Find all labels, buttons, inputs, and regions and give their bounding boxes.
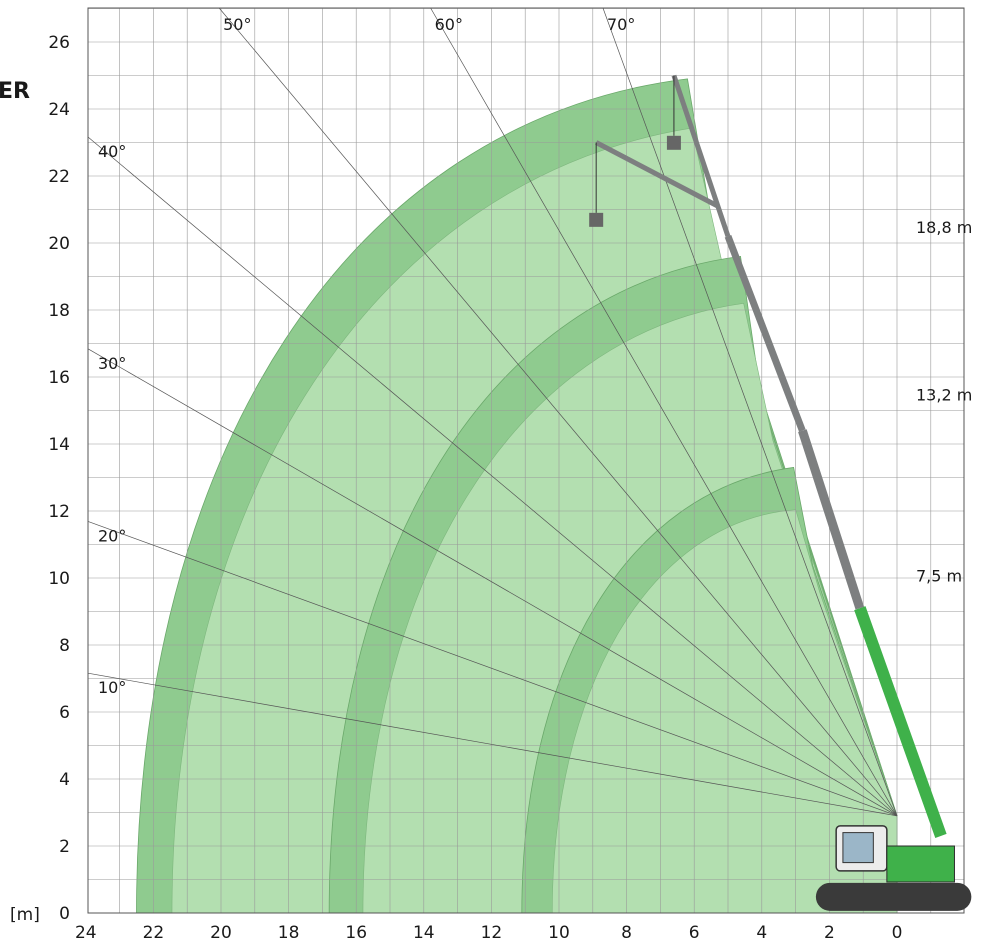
plot-frame — [87, 7, 965, 914]
y-tick-label: 6 — [59, 703, 70, 723]
grid — [87, 7, 965, 914]
hook-block — [666, 135, 681, 150]
x-tick-label: 4 — [756, 923, 767, 943]
fly-jib-lowered — [595, 140, 720, 209]
x-tick-label: 0 — [892, 923, 903, 943]
cab-window — [842, 832, 874, 864]
y-tick-label: 2 — [59, 837, 70, 857]
hook-block — [589, 212, 604, 227]
y-tick-label: 8 — [59, 636, 70, 656]
y-tick-label: 20 — [48, 234, 70, 254]
angle-line-40 — [87, 136, 898, 817]
x-tick-label: 10 — [548, 923, 570, 943]
crane-body — [886, 845, 955, 883]
x-tick-label: 20 — [210, 923, 232, 943]
y-tick-label: 26 — [48, 33, 70, 53]
unit-label: [m] — [10, 905, 40, 925]
boom-angle-lines: 10° 20° 30° 40° 50° 60° 70° — [87, 7, 898, 817]
header-fragment: ER — [0, 79, 30, 104]
angle-label-10: 10° — [98, 678, 126, 697]
boom-length-labels: 7,5 m 13,2 m 18,8 m — [916, 218, 972, 585]
boom-length-label: 18,8 m — [916, 218, 972, 237]
angle-label-40: 40° — [98, 142, 126, 161]
angle-label-70: 70° — [607, 15, 635, 34]
x-tick-label: 16 — [345, 923, 367, 943]
boom-upper-section — [724, 235, 806, 432]
zone-inner-7,5 m — [551, 509, 898, 914]
x-tick-label: 12 — [481, 923, 503, 943]
x-axis-ticks: 24 22 20 18 16 14 12 10 8 6 4 2 0 — [75, 923, 902, 943]
x-tick-label: 2 — [824, 923, 835, 943]
angle-label-60: 60° — [435, 15, 463, 34]
angle-label-30: 30° — [98, 354, 126, 373]
boom-length-label: 13,2 m — [916, 385, 972, 404]
y-tick-label: 12 — [48, 502, 70, 522]
angle-line-10 — [87, 672, 898, 817]
y-tick-label: 16 — [48, 368, 70, 388]
angle-label-20: 20° — [98, 526, 126, 545]
angle-line-50 — [218, 7, 898, 817]
x-tick-label: 6 — [689, 923, 700, 943]
angle-line-70 — [602, 7, 898, 816]
boom-length-label: 7,5 m — [916, 566, 962, 585]
y-tick-label: 22 — [48, 167, 70, 187]
x-tick-label: 22 — [143, 923, 165, 943]
angle-line-30 — [87, 348, 898, 817]
angle-label-50: 50° — [223, 15, 251, 34]
boom-mid-section — [798, 429, 865, 610]
crane-illustration — [589, 74, 972, 911]
angle-line-60 — [430, 7, 898, 817]
x-tick-label: 24 — [75, 923, 97, 943]
x-tick-label: 14 — [413, 923, 435, 943]
x-tick-label: 8 — [621, 923, 632, 943]
y-tick-label: 14 — [48, 435, 70, 455]
working-range-zones — [136, 78, 898, 914]
y-tick-label: 10 — [48, 569, 70, 589]
y-tick-label: 24 — [48, 100, 70, 120]
y-tick-label: 18 — [48, 301, 70, 321]
x-tick-label: 18 — [278, 923, 300, 943]
y-tick-label: 4 — [59, 770, 70, 790]
boom-base-section — [854, 606, 947, 838]
crawler-tracks — [815, 882, 972, 911]
y-tick-label: 0 — [59, 904, 70, 924]
fly-jib-steep — [671, 74, 731, 238]
angle-line-20 — [87, 521, 898, 817]
